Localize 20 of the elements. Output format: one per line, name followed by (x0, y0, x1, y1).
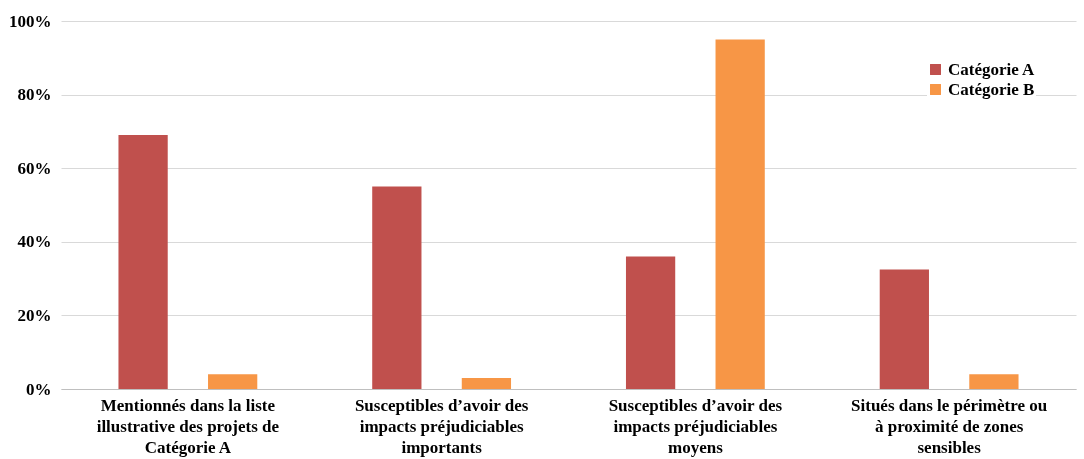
y-tick-label: 60% (17, 158, 52, 178)
bar (715, 39, 765, 389)
x-tick-label: Susceptibles d’avoir des impacts préjudiciables moyens (608, 395, 783, 457)
y-tick-label: 100% (9, 11, 52, 31)
y-tick-label: 20% (17, 305, 52, 325)
x-tick-label: Susceptibles d’avoir des impacts préjudiciables importants (354, 395, 529, 457)
bar (879, 269, 929, 389)
bar (208, 374, 258, 389)
x-tick-label: Situés dans le périmètre ou à proximité de zones sensibles (851, 395, 1048, 457)
bar (372, 186, 422, 389)
y-tick-label: 0% (26, 379, 52, 399)
bar (461, 377, 512, 389)
x-tick-label: Mentionnés dans la liste illustrative des projets de Catégorie A (96, 395, 280, 457)
bar (969, 374, 1019, 389)
y-tick-label: 40% (17, 232, 52, 252)
legend-label: Catégorie B (948, 79, 1035, 99)
bar (625, 256, 676, 389)
y-tick-label: 80% (17, 85, 52, 105)
legend-label: Catégorie A (948, 59, 1036, 79)
bar (118, 135, 168, 389)
